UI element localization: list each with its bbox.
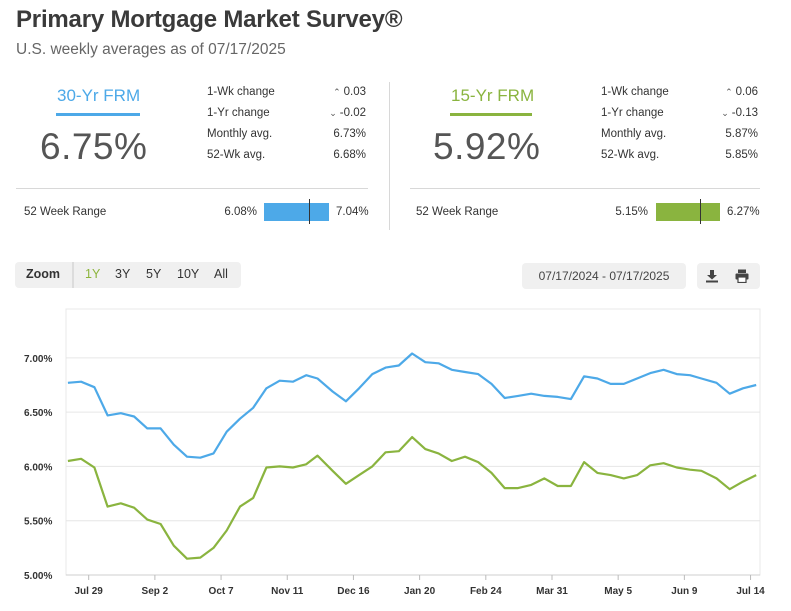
stat-name: 52-Wk avg.: [601, 149, 660, 161]
frm15-stats: 1-Wk change ⌃ 0.06 1-Yr change ⌄ -0.13 Month…: [601, 86, 758, 170]
stat-value-text: -0.13: [731, 107, 758, 119]
x-tick-label: Mar 31: [536, 586, 568, 597]
stat-value-text: 0.06: [735, 86, 758, 98]
x-tick-label: Nov 11: [271, 586, 304, 597]
stat-value: ⌃ 0.03: [333, 86, 366, 98]
stat-name: Monthly avg.: [601, 128, 667, 140]
x-tick-label: Dec 16: [337, 586, 370, 597]
frm15-range-label: 52 Week Range: [416, 206, 499, 218]
frm15-panel: 15-Yr FRM 5.92% 1-Wk change ⌃ 0.06 1-Yr ch…: [410, 82, 760, 232]
frm30-range-label: 52 Week Range: [24, 206, 107, 218]
page-title: Primary Mortgage Market Survey®: [16, 6, 403, 33]
x-tick-label: Jun 9: [671, 586, 698, 597]
stat-value-text: 6.73%: [333, 128, 366, 140]
up-arrow-icon: ⌃: [333, 87, 341, 97]
stat-value: ⌄ -0.02: [329, 107, 366, 119]
stat-name: 1-Wk change: [207, 86, 275, 98]
x-tick-label: Jul 14: [736, 586, 765, 597]
stat-row: 1-Wk change ⌃ 0.03: [207, 86, 366, 107]
stat-value-text: 5.85%: [725, 149, 758, 161]
y-tick-label: 6.50%: [24, 408, 52, 419]
stat-row: Monthly avg. 6.73%: [207, 128, 366, 149]
download-icon[interactable]: [705, 269, 719, 283]
divider: [410, 188, 760, 189]
frm15-rate: 5.92%: [433, 126, 541, 167]
stat-row: 52-Wk avg. 6.68%: [207, 149, 366, 170]
zoom-all-button[interactable]: All: [214, 267, 228, 281]
series-line-frm30: [67, 352, 757, 459]
x-tick-label: Oct 7: [209, 586, 234, 597]
zoom-3y-button[interactable]: 3Y: [115, 267, 131, 281]
up-arrow-icon: ⌃: [725, 87, 733, 97]
stat-value: ⌄ -0.13: [721, 107, 758, 119]
y-tick-label: 7.00%: [24, 354, 52, 365]
y-tick-label: 5.50%: [24, 517, 52, 528]
stat-value-text: 5.87%: [725, 128, 758, 140]
stat-name: 1-Wk change: [601, 86, 669, 98]
stat-value: ⌃ 0.06: [725, 86, 758, 98]
series-line-frm15: [67, 436, 757, 560]
down-arrow-icon: ⌄: [721, 108, 729, 118]
y-tick-label: 5.00%: [24, 571, 52, 582]
x-tick-label: Sep 2: [142, 586, 169, 597]
panel-divider: [389, 82, 390, 230]
stat-row: Monthly avg. 5.87%: [601, 128, 758, 149]
frm15-range-high: 6.27%: [727, 206, 760, 218]
divider: [16, 188, 368, 189]
y-tick-label: 6.00%: [24, 462, 52, 473]
x-tick-label: Jul 29: [75, 586, 104, 597]
frm30-range-high: 7.04%: [336, 206, 369, 218]
toolbar-separator: [72, 262, 74, 288]
frm15-label: 15-Yr FRM: [451, 86, 535, 105]
stat-value-text: -0.02: [339, 107, 366, 119]
stat-name: 1-Yr change: [207, 107, 270, 119]
chart-actions: [697, 263, 760, 289]
x-tick-label: Feb 24: [470, 586, 502, 597]
zoom-toolbar: Zoom 1Y 3Y 5Y 10Y All: [15, 262, 241, 288]
frm15-range-marker: [700, 199, 702, 224]
frm15-range-low: 5.15%: [615, 206, 648, 218]
zoom-1y-button[interactable]: 1Y: [85, 267, 101, 281]
stat-row: 1-Wk change ⌃ 0.06: [601, 86, 758, 107]
frm30-label: 30-Yr FRM: [57, 86, 141, 105]
frm30-range-bar: [264, 203, 329, 221]
plot-area: [65, 308, 761, 576]
zoom-label: Zoom: [26, 267, 61, 281]
x-tick-label: Jan 20: [404, 586, 436, 597]
frm30-underline: [56, 113, 140, 116]
stat-row: 1-Yr change ⌄ -0.13: [601, 107, 758, 128]
zoom-10y-button[interactable]: 10Y: [177, 267, 200, 281]
down-arrow-icon: ⌄: [329, 108, 337, 118]
stat-name: Monthly avg.: [207, 128, 273, 140]
page-subtitle: U.S. weekly averages as of 07/17/2025: [16, 41, 286, 58]
date-range-selector[interactable]: 07/17/2024 - 07/17/2025: [522, 263, 686, 289]
stat-name: 1-Yr change: [601, 107, 664, 119]
frm30-rate: 6.75%: [40, 126, 148, 167]
print-icon[interactable]: [735, 269, 749, 283]
frm15-range-bar: [656, 203, 720, 221]
x-tick-label: May 5: [604, 586, 632, 597]
stat-name: 52-Wk avg.: [207, 149, 266, 161]
stat-value-text: 0.03: [343, 86, 366, 98]
frm15-underline: [450, 113, 532, 116]
frm30-panel: 30-Yr FRM 6.75% 1-Wk change ⌃ 0.03 1-Yr ch…: [16, 82, 369, 232]
stat-row: 1-Yr change ⌄ -0.02: [207, 107, 366, 128]
frm30-range-marker: [309, 199, 311, 224]
stat-value-text: 6.68%: [333, 149, 366, 161]
stat-row: 52-Wk avg. 5.85%: [601, 149, 758, 170]
frm30-range-low: 6.08%: [224, 206, 257, 218]
frm30-stats: 1-Wk change ⌃ 0.03 1-Yr change ⌄ -0.02 Month…: [207, 86, 366, 170]
zoom-5y-button[interactable]: 5Y: [146, 267, 162, 281]
